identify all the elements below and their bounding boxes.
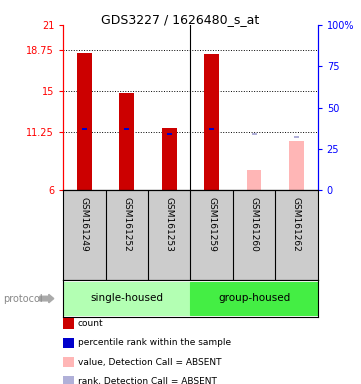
Bar <box>167 134 172 136</box>
Text: value, Detection Call = ABSENT: value, Detection Call = ABSENT <box>78 358 221 367</box>
Bar <box>162 128 177 190</box>
Text: count: count <box>78 319 103 328</box>
Text: GDS3227 / 1626480_s_at: GDS3227 / 1626480_s_at <box>101 13 260 26</box>
Text: percentile rank within the sample: percentile rank within the sample <box>78 338 231 348</box>
Text: protocol: protocol <box>4 293 43 304</box>
Bar <box>119 93 134 190</box>
Text: GSM161260: GSM161260 <box>249 197 258 252</box>
Bar <box>124 127 129 130</box>
Bar <box>209 128 214 130</box>
Text: GSM161262: GSM161262 <box>292 197 301 252</box>
Bar <box>190 282 318 315</box>
Text: GSM161253: GSM161253 <box>165 197 174 252</box>
Bar <box>63 282 190 315</box>
Bar <box>294 136 299 138</box>
Bar <box>289 141 304 190</box>
Bar <box>252 133 257 135</box>
Text: GSM161259: GSM161259 <box>207 197 216 252</box>
Text: single-housed: single-housed <box>90 293 163 303</box>
Bar <box>77 53 92 190</box>
Text: GSM161249: GSM161249 <box>80 197 89 252</box>
Text: group-housed: group-housed <box>218 293 290 303</box>
Text: rank, Detection Call = ABSENT: rank, Detection Call = ABSENT <box>78 377 217 384</box>
Text: GSM161252: GSM161252 <box>122 197 131 252</box>
Bar <box>247 170 261 190</box>
Bar <box>204 54 219 190</box>
Bar <box>82 128 87 130</box>
